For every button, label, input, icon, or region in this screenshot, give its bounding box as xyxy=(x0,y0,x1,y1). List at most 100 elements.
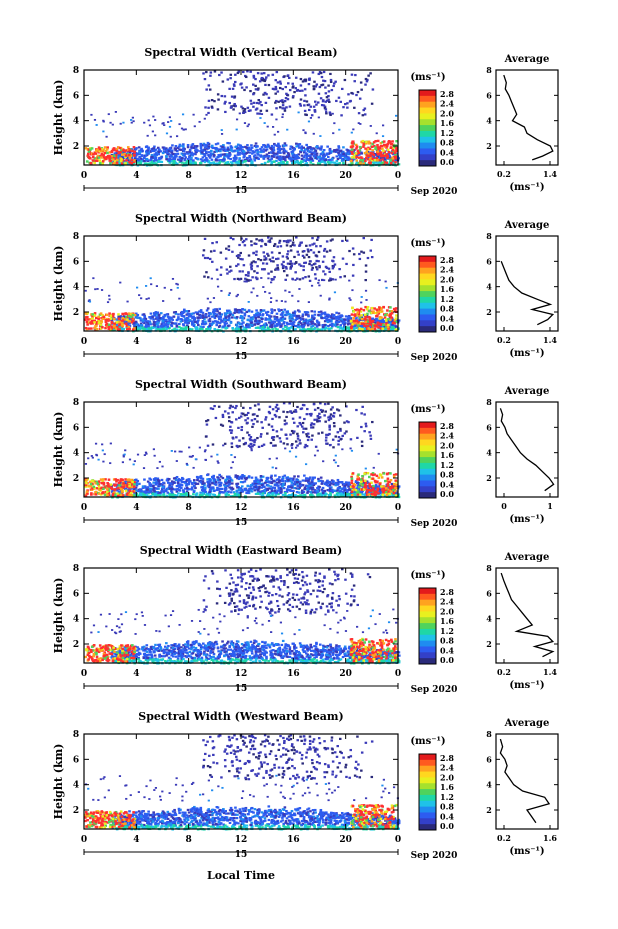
panel-3: Spectral Width (Southward Beam) 8 6 4 2 Heigh… xyxy=(52,378,559,529)
height-tick-label: 8 xyxy=(73,398,79,408)
x-tick-label: 12 xyxy=(235,835,248,845)
colorbar-tick: 0.0 xyxy=(440,323,454,333)
avg-height-tick: 2 xyxy=(486,805,492,815)
y-axis-label: Height (km) xyxy=(52,412,65,488)
colorbar: 2.82.42.01.61.20.80.40.0 (ms⁻¹) xyxy=(410,72,454,167)
colorbar-tick: 2.8 xyxy=(440,255,454,265)
x-tick-label: 20 xyxy=(339,835,352,845)
date-label: Sep 2020 xyxy=(411,685,458,695)
avg-height-tick: 6 xyxy=(486,422,492,432)
y-axis-label: Height (km) xyxy=(52,80,65,156)
colorbar-tick: 1.2 xyxy=(440,792,454,802)
average-profile: Average 8 6 4 2 0.2 1.4 (ms⁻¹) xyxy=(486,552,559,691)
height-tick-label: 6 xyxy=(73,589,79,599)
colorbar-tick: 0.8 xyxy=(440,304,454,314)
avg-height-tick: 4 xyxy=(486,780,492,790)
avg-title: Average xyxy=(504,54,550,65)
avg-x-tick: 1.6 xyxy=(543,833,557,843)
colorbar-tick: 0.8 xyxy=(440,138,454,148)
colorbar-tick: 1.2 xyxy=(440,460,454,470)
colorbar-tick: 1.6 xyxy=(440,118,454,128)
height-tick-label: 8 xyxy=(73,66,79,76)
colorbar-tick: 2.4 xyxy=(440,265,454,275)
x-tick-label: 16 xyxy=(287,337,300,347)
colorbar-tick: 2.0 xyxy=(440,108,454,118)
x-tick-label: 4 xyxy=(133,171,139,181)
colorbar-tick: 2.0 xyxy=(440,274,454,284)
date-day: 15 xyxy=(235,850,248,860)
colorbar-tick: 2.4 xyxy=(440,431,454,441)
avg-height-tick: 6 xyxy=(486,588,492,598)
x-tick-label: 20 xyxy=(339,171,352,181)
date-day: 15 xyxy=(235,352,248,362)
colorbar-tick: 0.0 xyxy=(440,489,454,499)
height-tick-label: 2 xyxy=(73,142,79,152)
colorbar: 2.82.42.01.61.20.80.40.0 (ms⁻¹) xyxy=(410,238,454,333)
height-tick-label: 4 xyxy=(73,283,79,293)
colorbar-tick: 0.4 xyxy=(440,811,454,821)
x-tick-label: 0 xyxy=(395,503,401,513)
panel-2: Spectral Width (Northward Beam) 8 6 4 2 Heigh… xyxy=(52,212,559,363)
x-tick-label: 4 xyxy=(133,669,139,679)
panel-title: Spectral Width (Westward Beam) xyxy=(138,710,343,723)
x-tick-label: 4 xyxy=(133,835,139,845)
height-tick-label: 2 xyxy=(73,806,79,816)
colorbar-unit: (ms⁻¹) xyxy=(410,570,445,581)
colorbar-tick: 2.4 xyxy=(440,763,454,773)
avg-x-label: (ms⁻¹) xyxy=(509,514,544,525)
y-axis-label: Height (km) xyxy=(52,744,65,820)
avg-x-tick: 1.4 xyxy=(543,667,557,677)
panel-title: Spectral Width (Eastward Beam) xyxy=(140,544,342,557)
x-tick-label: 16 xyxy=(287,171,300,181)
avg-x-tick: 0.2 xyxy=(497,833,511,843)
colorbar-tick: 2.8 xyxy=(440,89,454,99)
panel-1: Spectral Width (Vertical Beam) 8 6 4 2 Height… xyxy=(52,46,559,197)
x-tick-label: 0 xyxy=(81,337,87,347)
x-tick-label: 0 xyxy=(81,171,87,181)
avg-title: Average xyxy=(504,552,550,563)
x-tick-label: 8 xyxy=(186,835,192,845)
colorbar-tick: 2.0 xyxy=(440,440,454,450)
panel-5: Spectral Width (Westward Beam) 8 6 4 2 Height… xyxy=(52,710,559,861)
avg-height-tick: 8 xyxy=(486,65,492,75)
colorbar-tick: 0.4 xyxy=(440,645,454,655)
height-tick-label: 2 xyxy=(73,640,79,650)
height-tick-label: 8 xyxy=(73,232,79,242)
height-tick-label: 6 xyxy=(73,91,79,101)
colorbar-tick: 1.6 xyxy=(440,450,454,460)
average-profile: Average 8 6 4 2 0.2 1.4 (ms⁻¹) xyxy=(486,220,559,359)
height-tick-label: 4 xyxy=(73,117,79,127)
height-tick-label: 4 xyxy=(73,615,79,625)
x-tick-label: 16 xyxy=(287,835,300,845)
height-tick-label: 2 xyxy=(73,474,79,484)
colorbar-tick: 0.8 xyxy=(440,802,454,812)
colorbar-tick: 2.8 xyxy=(440,587,454,597)
avg-height-tick: 4 xyxy=(486,282,492,292)
avg-height-tick: 6 xyxy=(486,90,492,100)
avg-title: Average xyxy=(504,220,550,231)
avg-x-tick: 1.4 xyxy=(543,335,557,345)
height-tick-label: 8 xyxy=(73,564,79,574)
avg-x-label: (ms⁻¹) xyxy=(509,846,544,857)
colorbar-tick: 2.8 xyxy=(440,753,454,763)
avg-height-tick: 2 xyxy=(486,473,492,483)
x-tick-label: 0 xyxy=(81,503,87,513)
avg-height-tick: 8 xyxy=(486,231,492,241)
avg-height-tick: 8 xyxy=(486,397,492,407)
height-tick-label: 4 xyxy=(73,449,79,459)
x-tick-label: 0 xyxy=(395,669,401,679)
average-profile: Average 8 6 4 2 0.2 1.4 (ms⁻¹) xyxy=(486,54,559,193)
colorbar-tick: 0.0 xyxy=(440,157,454,167)
avg-profile-line xyxy=(503,74,554,161)
date-day: 15 xyxy=(235,518,248,528)
avg-x-label: (ms⁻¹) xyxy=(509,680,544,691)
avg-height-tick: 4 xyxy=(486,614,492,624)
x-tick-label: 4 xyxy=(133,337,139,347)
avg-profile-line xyxy=(500,261,555,326)
avg-x-tick: 0.2 xyxy=(497,335,511,345)
avg-x-tick: 1.4 xyxy=(543,169,557,179)
x-tick-label: 8 xyxy=(186,503,192,513)
date-label: Sep 2020 xyxy=(411,851,458,861)
x-tick-label: 0 xyxy=(395,171,401,181)
